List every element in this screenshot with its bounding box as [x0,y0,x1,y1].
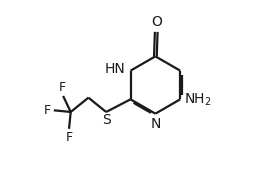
Text: F: F [59,81,66,94]
Text: N: N [150,117,160,131]
Text: HN: HN [105,62,125,76]
Text: NH$_2$: NH$_2$ [184,91,211,108]
Text: F: F [66,131,73,143]
Text: F: F [44,104,51,117]
Text: O: O [151,15,162,29]
Text: S: S [102,113,110,127]
